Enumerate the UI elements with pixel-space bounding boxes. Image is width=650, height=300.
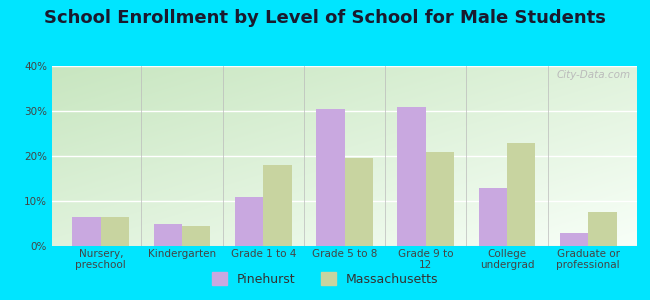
Bar [344, 158, 373, 246]
Bar [182, 226, 211, 246]
Text: City-Data.com: City-Data.com [557, 70, 631, 80]
Bar [588, 212, 617, 246]
Bar [72, 217, 101, 246]
Bar [426, 152, 454, 246]
Bar [153, 224, 182, 246]
Bar [101, 217, 129, 246]
Bar [560, 232, 588, 246]
Bar [316, 109, 344, 246]
Text: School Enrollment by Level of School for Male Students: School Enrollment by Level of School for… [44, 9, 606, 27]
Bar [478, 188, 507, 246]
Bar [235, 196, 263, 246]
Legend: Pinehurst, Massachusetts: Pinehurst, Massachusetts [207, 267, 443, 291]
Bar [263, 165, 292, 246]
Bar [397, 106, 426, 246]
Bar [507, 142, 536, 246]
